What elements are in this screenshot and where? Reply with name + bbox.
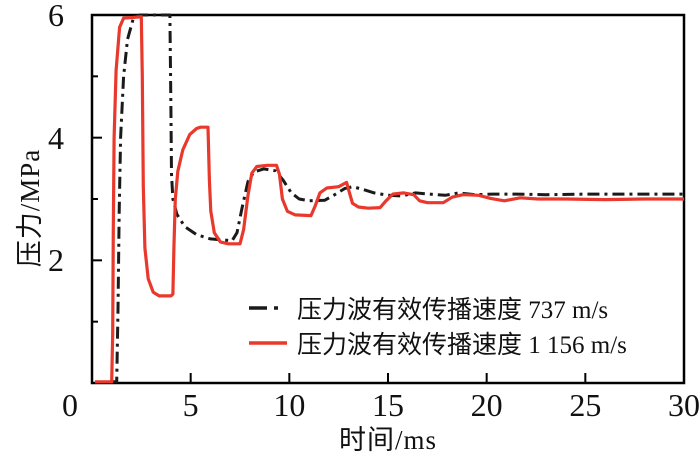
series-line-1 xyxy=(95,15,684,384)
y-tick-label-4: 4 xyxy=(48,119,64,156)
x-tick-label-10: 10 xyxy=(273,387,306,423)
dash-dot-line-sample xyxy=(249,305,287,310)
y-tick-label-2: 2 xyxy=(48,242,64,279)
legend: 压力波有效传播速度 737 m/s 压力波有效传播速度 1 156 m/s xyxy=(248,290,627,360)
x-axis-title: 时间/ms xyxy=(338,425,437,455)
x-tick-label-15: 15 xyxy=(372,387,404,423)
x-tick-label-30: 30 xyxy=(668,387,700,423)
solid-line-sample xyxy=(249,340,287,345)
x-tick-label-5: 5 xyxy=(182,387,199,423)
x-tick-label-20: 20 xyxy=(470,387,503,423)
legend-label-1156: 压力波有效传播速度 1 156 m/s xyxy=(297,331,627,359)
x-tick-label-0: 0 xyxy=(62,387,78,423)
legend-item-737: 压力波有效传播速度 737 m/s xyxy=(248,290,627,325)
legend-item-1156: 压力波有效传播速度 1 156 m/s xyxy=(248,325,627,360)
y-axis-title: 压力/MPa xyxy=(15,148,45,268)
y-tick-label-6: 6 xyxy=(48,0,64,33)
x-tick-label-25: 25 xyxy=(569,387,602,423)
legend-label-737: 压力波有效传播速度 737 m/s xyxy=(297,296,609,324)
